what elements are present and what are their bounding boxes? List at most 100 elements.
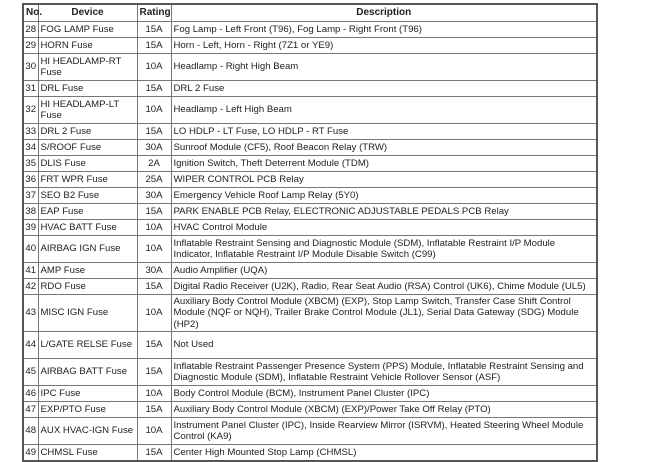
cell-rating: 15A (136, 331, 172, 359)
table-row: 35 DLIS Fuse 2A Ignition Switch, Theft Dete… (22, 155, 598, 172)
cell-description: Horn - Left, Horn - Right (7Z1 or YE9) (170, 37, 598, 54)
cell-no: 40 (22, 235, 39, 263)
cell-rating: 15A (136, 80, 172, 97)
cell-description: Inflatable Restraint Passenger Presence … (170, 358, 598, 386)
cell-description: HVAC Control Module (170, 219, 598, 236)
cell-rating: 15A (136, 401, 172, 418)
cell-rating: 10A (136, 96, 172, 124)
cell-no: 35 (22, 155, 39, 172)
table-row: 34 S/ROOF Fuse 30A Sunroof Module (CF5), Ro… (22, 139, 598, 156)
cell-rating: 10A (136, 385, 172, 402)
cell-device: FRT WPR Fuse (37, 171, 138, 188)
cell-no: 48 (22, 417, 39, 445)
cell-device: CHMSL Fuse (37, 444, 138, 462)
cell-no: 36 (22, 171, 39, 188)
table-row: 41 AMP Fuse 30A Audio Amplifier (UQA) (22, 262, 598, 279)
cell-no: 46 (22, 385, 39, 402)
cell-no: 43 (22, 294, 39, 332)
cell-no: 39 (22, 219, 39, 236)
cell-no: 44 (22, 331, 39, 359)
cell-device: AMP Fuse (37, 262, 138, 279)
cell-no: 41 (22, 262, 39, 279)
cell-no: 29 (22, 37, 39, 54)
table-row: 38 EAP Fuse 15A PARK ENABLE PCB Relay, ELEC… (22, 203, 598, 220)
cell-rating: 10A (136, 53, 172, 81)
table-row: 47 EXP/PTO Fuse 15A Auxiliary Body Control … (22, 401, 598, 418)
cell-device: AUX HVAC-IGN Fuse (37, 417, 138, 445)
table-row: 29 HORN Fuse 15A Horn - Left, Horn - Right … (22, 37, 598, 54)
table-row: 49 CHMSL Fuse 15A Center High Mounted Stop … (22, 444, 598, 462)
cell-rating: 30A (136, 262, 172, 279)
cell-description: Headlamp - Right High Beam (170, 53, 598, 81)
table-row: 36 FRT WPR Fuse 25A WIPER CONTROL PCB Relay (22, 171, 598, 188)
cell-description: PARK ENABLE PCB Relay, ELECTRONIC ADJUST… (170, 203, 598, 220)
cell-rating: 10A (136, 294, 172, 332)
cell-description: Audio Amplifier (UQA) (170, 262, 598, 279)
cell-description: Body Control Module (BCM), Instrument Pa… (170, 385, 598, 402)
table-row: 46 IPC Fuse 10A Body Control Module (BCM), … (22, 385, 598, 402)
cell-rating: 25A (136, 171, 172, 188)
cell-rating: 10A (136, 219, 172, 236)
cell-device: DRL Fuse (37, 80, 138, 97)
cell-no: 31 (22, 80, 39, 97)
header-device: Device (37, 3, 138, 22)
cell-no: 30 (22, 53, 39, 81)
cell-description: Center High Mounted Stop Lamp (CHMSL) (170, 444, 598, 462)
cell-rating: 10A (136, 235, 172, 263)
cell-device: HVAC BATT Fuse (37, 219, 138, 236)
table-row: 31 DRL Fuse 15A DRL 2 Fuse (22, 80, 598, 97)
cell-rating: 15A (136, 203, 172, 220)
cell-rating: 15A (136, 37, 172, 54)
cell-rating: 15A (136, 123, 172, 140)
cell-rating: 15A (136, 358, 172, 386)
cell-device: AIRBAG BATT Fuse (37, 358, 138, 386)
header-no: No. (22, 3, 42, 22)
fuse-table: No. Device Rating Description 28 FOG LAMP… (22, 3, 598, 462)
cell-no: 34 (22, 139, 39, 156)
cell-rating: 10A (136, 417, 172, 445)
table-row: 32 HI HEADLAMP-LT Fuse 10A Headlamp - Left … (22, 96, 598, 124)
cell-device: S/ROOF Fuse (37, 139, 138, 156)
cell-description: Emergency Vehicle Roof Lamp Relay (5Y0) (170, 187, 598, 204)
cell-no: 32 (22, 96, 39, 124)
cell-rating: 15A (136, 444, 172, 462)
table-row: 40 AIRBAG IGN Fuse 10A Inflatable Restraint… (22, 235, 598, 263)
cell-description: Inflatable Restraint Sensing and Diagnos… (170, 235, 598, 263)
cell-rating: 15A (136, 21, 172, 38)
cell-description: Headlamp - Left High Beam (170, 96, 598, 124)
cell-device: DRL 2 Fuse (37, 123, 138, 140)
cell-description: Sunroof Module (CF5), Roof Beacon Relay … (170, 139, 598, 156)
cell-no: 42 (22, 278, 39, 295)
cell-description: Instrument Panel Cluster (IPC), Inside R… (170, 417, 598, 445)
cell-description: Digital Radio Receiver (U2K), Radio, Rea… (170, 278, 598, 295)
cell-no: 28 (22, 21, 39, 38)
cell-description: WIPER CONTROL PCB Relay (170, 171, 598, 188)
cell-rating: 30A (136, 139, 172, 156)
cell-device: SEO B2 Fuse (37, 187, 138, 204)
cell-device: AIRBAG IGN Fuse (37, 235, 138, 263)
cell-device: HI HEADLAMP-RT Fuse (37, 53, 138, 81)
cell-device: HI HEADLAMP-LT Fuse (37, 96, 138, 124)
cell-no: 37 (22, 187, 39, 204)
cell-device: HORN Fuse (37, 37, 138, 54)
table-row: 44 L/GATE RELSE Fuse 15A Not Used (22, 331, 598, 359)
table-row: 45 AIRBAG BATT Fuse 15A Inflatable Restrain… (22, 358, 598, 386)
cell-device: MISC IGN Fuse (37, 294, 138, 332)
header-row: No. Device Rating Description (22, 3, 598, 22)
cell-device: L/GATE RELSE Fuse (37, 331, 138, 359)
cell-rating: 2A (136, 155, 172, 172)
table-row: 42 RDO Fuse 15A Digital Radio Receiver (U2K… (22, 278, 598, 295)
cell-no: 47 (22, 401, 39, 418)
cell-no: 38 (22, 203, 39, 220)
table-row: 48 AUX HVAC-IGN Fuse 10A Instrument Panel C… (22, 417, 598, 445)
header-rating: Rating (136, 3, 172, 22)
cell-no: 33 (22, 123, 39, 140)
cell-description: LO HDLP - LT Fuse, LO HDLP - RT Fuse (170, 123, 598, 140)
table-row: 30 HI HEADLAMP-RT Fuse 10A Headlamp - Right… (22, 53, 598, 81)
cell-rating: 30A (136, 187, 172, 204)
cell-description: Fog Lamp - Left Front (T96), Fog Lamp - … (170, 21, 598, 38)
header-description: Description (170, 3, 598, 22)
cell-description: Not Used (170, 331, 598, 359)
cell-device: EXP/PTO Fuse (37, 401, 138, 418)
cell-description: DRL 2 Fuse (170, 80, 598, 97)
